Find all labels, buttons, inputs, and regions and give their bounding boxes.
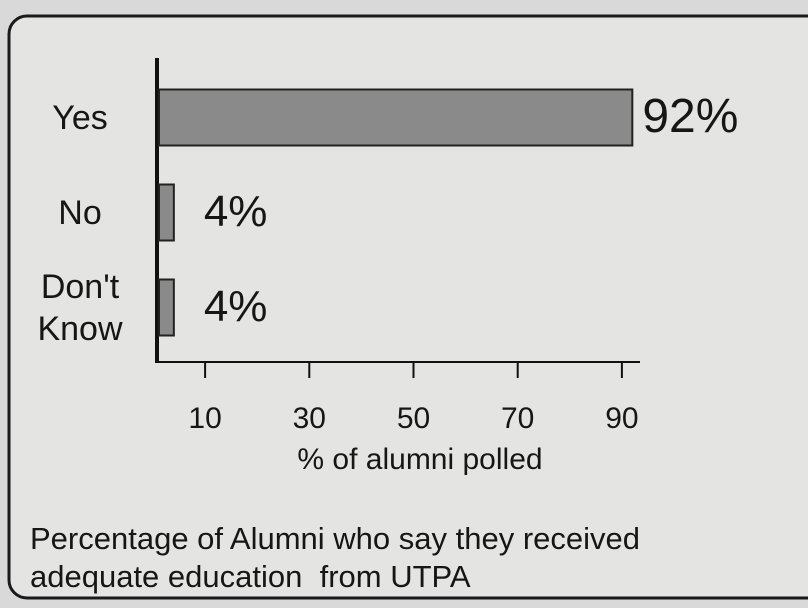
category-label: No xyxy=(58,193,102,232)
x-tick-label: 70 xyxy=(501,402,534,435)
category-label: Yes xyxy=(52,98,108,137)
value-label: 4% xyxy=(204,282,268,331)
bar xyxy=(158,88,634,147)
bar xyxy=(158,278,175,337)
bar xyxy=(158,183,175,242)
x-tick-label: 90 xyxy=(605,402,638,435)
frame xyxy=(7,14,808,600)
x-tick-label: 30 xyxy=(293,402,326,435)
x-axis-label: % of alumni polled xyxy=(297,443,542,476)
value-label: 4% xyxy=(204,187,268,236)
category-label: Don't Know xyxy=(37,267,123,348)
x-tick-label: 50 xyxy=(397,402,430,435)
x-tick-label: 10 xyxy=(188,402,221,435)
value-label: 92% xyxy=(642,90,738,143)
chart-title: Percentage of Alumni who say they receiv… xyxy=(30,521,649,594)
